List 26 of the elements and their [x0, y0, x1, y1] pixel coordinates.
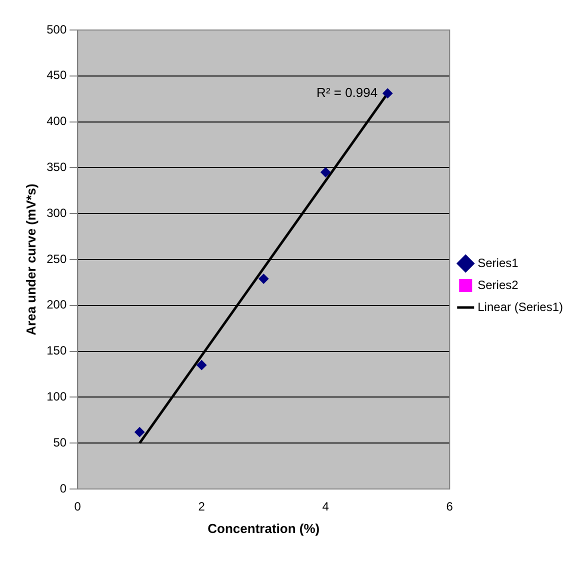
- y-tick-label: 400: [46, 114, 67, 128]
- y-tick-label: 0: [60, 481, 67, 496]
- legend-label: Series2: [478, 278, 519, 292]
- x-tick-label: 0: [74, 500, 82, 514]
- point: [382, 88, 393, 98]
- y-tick-label: 350: [46, 160, 67, 174]
- legend-label: Series1: [478, 256, 519, 270]
- y-tick-label: 450: [46, 68, 67, 82]
- point: [258, 274, 269, 284]
- x-tick-label: 4: [322, 500, 330, 514]
- y-tick-label: 150: [46, 344, 67, 358]
- y-axis-title: Area under curve (mV*s): [23, 184, 38, 336]
- legend-label: Linear (Series1): [478, 300, 564, 314]
- y-tick-label: 100: [46, 390, 67, 404]
- x-tick-label: 6: [446, 500, 454, 514]
- point: [320, 167, 331, 178]
- y-tick-label: 50: [53, 435, 67, 450]
- point: [134, 427, 145, 438]
- x-tick-label: 2: [198, 500, 206, 514]
- y-tick-label: 200: [46, 298, 67, 312]
- y-tick-label: 500: [46, 22, 67, 36]
- y-tick-label: 300: [46, 206, 67, 220]
- y-tick-label: 250: [46, 252, 67, 266]
- x-axis-title: Concentration (%): [208, 520, 320, 536]
- annotation: R² = 0.994: [316, 84, 378, 100]
- point: [196, 360, 207, 370]
